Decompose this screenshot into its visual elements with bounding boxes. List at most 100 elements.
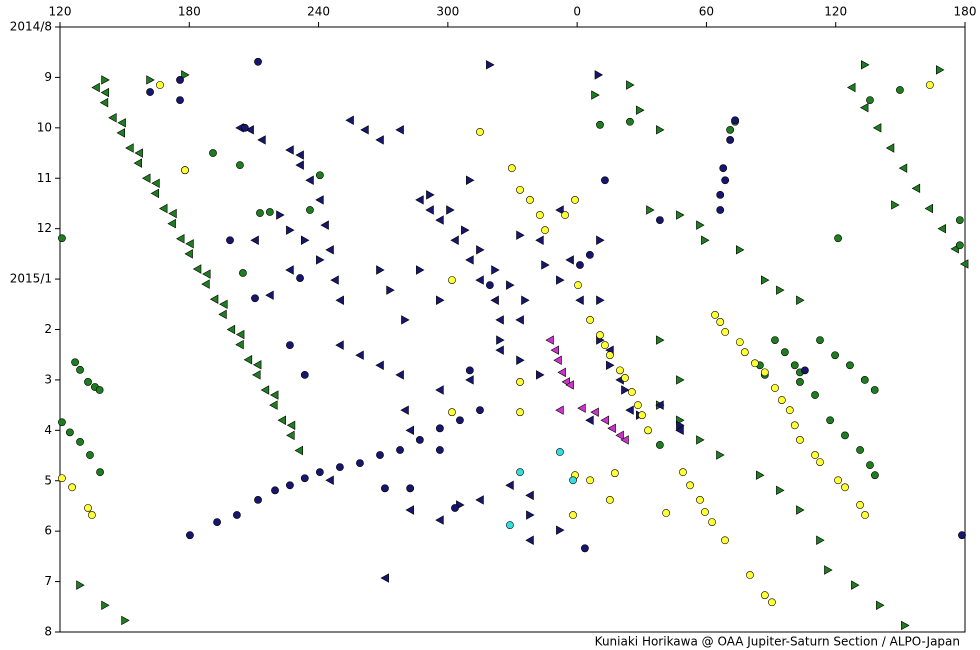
point [466, 175, 475, 185]
point [655, 400, 664, 410]
point [590, 407, 599, 417]
point [235, 339, 244, 350]
x-tick-label: 180 [954, 5, 977, 19]
point [716, 190, 725, 199]
point [885, 143, 895, 153]
point [605, 496, 614, 504]
point [265, 208, 274, 216]
point [955, 216, 964, 224]
point [99, 97, 109, 108]
point [716, 206, 725, 214]
point [486, 60, 495, 70]
point [585, 250, 594, 259]
point [856, 446, 864, 454]
point [405, 425, 414, 436]
point [277, 415, 286, 425]
point [76, 580, 85, 590]
point [679, 468, 687, 477]
point [726, 125, 735, 134]
point [168, 208, 177, 219]
point [561, 211, 569, 219]
point [841, 431, 849, 440]
point [435, 215, 444, 225]
y-tick-label: 11 [37, 171, 52, 185]
point [406, 484, 415, 493]
point [491, 265, 500, 275]
point [100, 87, 110, 98]
point [465, 366, 474, 375]
point [911, 183, 921, 194]
point [271, 486, 279, 495]
point [545, 335, 554, 345]
x-tick-label: 300 [436, 5, 459, 19]
point [701, 508, 709, 516]
point [615, 430, 624, 441]
y-tick-label: 2015/1 [10, 272, 52, 286]
point [856, 501, 864, 509]
point [376, 265, 385, 275]
point [465, 375, 474, 385]
y-tick-label: 4 [44, 423, 52, 437]
point [716, 450, 725, 460]
point [335, 295, 344, 305]
point [736, 245, 745, 255]
point [401, 315, 410, 325]
point [142, 173, 151, 183]
point [254, 57, 262, 66]
x-tick-label: 240 [307, 5, 330, 19]
point [925, 81, 934, 89]
point [516, 185, 524, 194]
credit: Kuniaki Horikawa @ OAA Jupiter-Saturn Se… [595, 635, 960, 649]
point [841, 483, 849, 492]
point [616, 366, 624, 375]
point [721, 536, 729, 545]
point [150, 188, 160, 199]
x-tick-label: 180 [178, 5, 201, 19]
point [446, 205, 455, 215]
point [209, 149, 217, 157]
y-tick-label: 5 [44, 473, 52, 487]
point [746, 571, 754, 579]
point [475, 275, 484, 285]
y-tick-label: 2 [44, 322, 52, 336]
point [851, 580, 860, 590]
point [95, 386, 104, 394]
point [676, 420, 685, 431]
point [181, 166, 189, 175]
point [516, 468, 524, 477]
point [557, 367, 566, 378]
point [76, 365, 84, 374]
point [898, 163, 908, 173]
point [556, 525, 565, 535]
point [626, 117, 634, 126]
point [156, 81, 164, 89]
point [525, 490, 534, 501]
point [425, 205, 434, 215]
y-tick-label: 12 [37, 221, 52, 235]
point [456, 416, 464, 425]
point [294, 445, 303, 456]
point [108, 113, 117, 123]
point [600, 415, 609, 425]
point [490, 295, 499, 305]
point [426, 190, 435, 200]
point [239, 269, 247, 277]
point [219, 299, 228, 310]
y-tick-label: 6 [44, 524, 52, 538]
point [91, 82, 100, 93]
point [768, 598, 776, 607]
point [355, 350, 364, 360]
point [58, 418, 66, 427]
point [816, 458, 824, 466]
point [816, 336, 824, 344]
point [596, 295, 605, 305]
point [569, 476, 577, 485]
point [860, 376, 869, 384]
point [121, 615, 130, 626]
point [76, 438, 84, 446]
point [607, 423, 616, 434]
point [535, 235, 544, 245]
point [515, 315, 524, 325]
point [507, 164, 516, 173]
point [176, 76, 184, 84]
